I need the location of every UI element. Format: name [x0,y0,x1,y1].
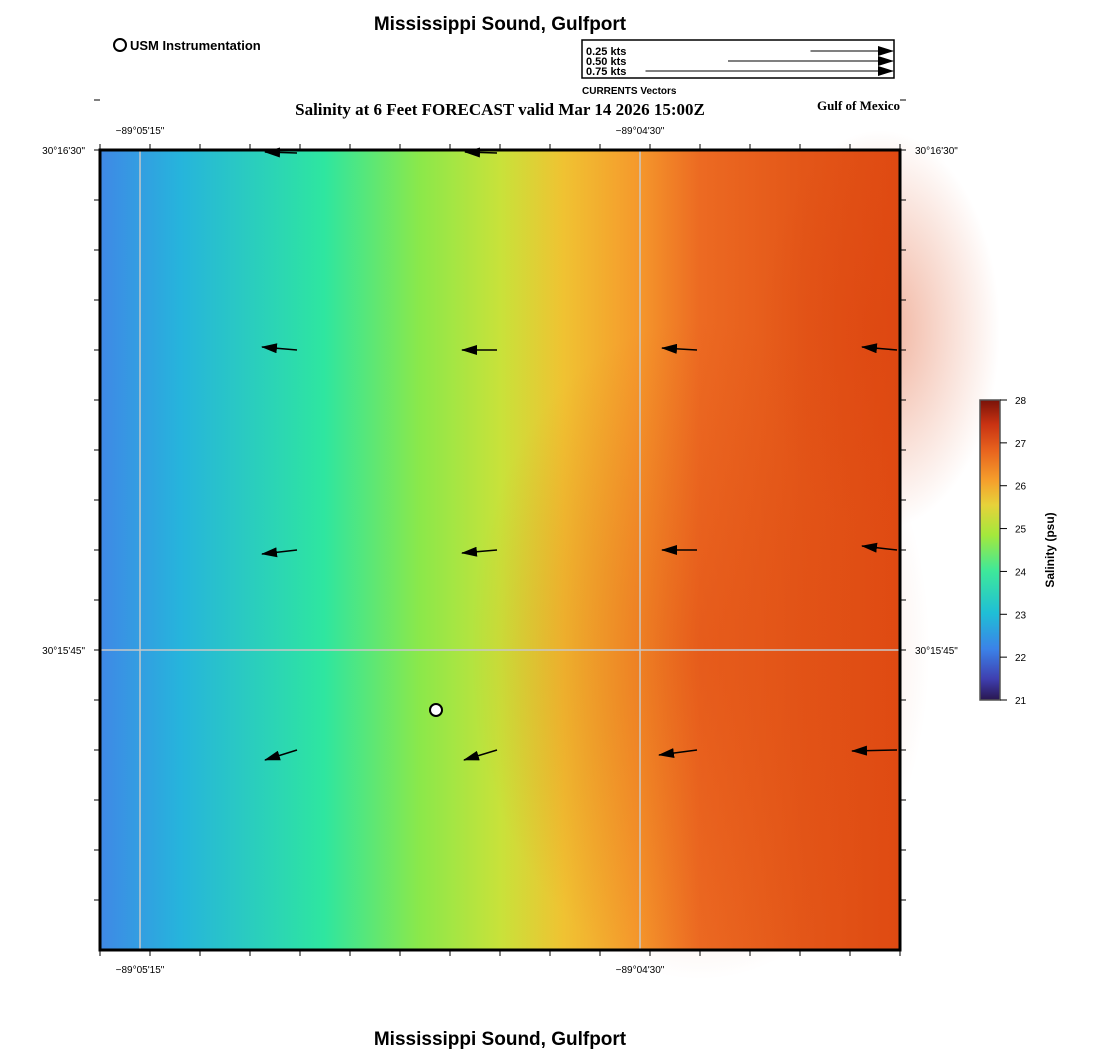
salinity-hotspot-upper [760,130,1000,530]
colorbar-tick-label: 24 [1015,567,1027,578]
bottom-tick-label-2: −89°04'30" [616,965,665,976]
left-tick-label-2: 30°15'45" [42,646,85,657]
current-vector-arrow-edge [464,147,498,158]
colorbar-tick-label: 25 [1015,525,1027,536]
current-vector-arrow [861,343,898,354]
colorbar: 28 27 26 25 24 23 22 21 Salinity (psu) [979,396,1057,707]
map-subtitle: Salinity at 6 Feet FORECAST valid Mar 14… [295,100,705,119]
colorbar-label: Salinity (psu) [1043,512,1057,587]
station-legend-label: USM Instrumentation [130,38,261,53]
current-vector-arrow-edge [264,147,298,158]
current-vector-arrow [463,749,498,761]
colorbar-tick-label: 21 [1015,696,1027,707]
page-title: Mississippi Sound, Gulfport [374,14,627,35]
vector-legend-box [581,39,895,79]
current-vector-arrow [264,749,298,761]
vector-legend-caption: CURRENTS Vectors [582,86,677,97]
bottom-tick-label-1: −89°05'15" [116,965,165,976]
vector-legend-entry-label: 0.25 kts [586,46,626,58]
current-vector-arrow [851,745,898,756]
current-vector-arrow [658,748,698,759]
station-legend-marker-icon [113,38,127,52]
current-vector-arrow [661,343,698,354]
colorbar-ramp [979,399,1001,701]
current-vector-arrow [261,343,298,354]
colorbar-tick-label: 22 [1015,653,1027,664]
vector-legend-entry-label: 0.75 kts [586,66,626,78]
right-tick-label-1: 30°16'30" [915,146,958,157]
current-vectors [261,147,898,761]
footer-title: Mississippi Sound, Gulfport [374,1029,627,1050]
graticule [100,150,900,950]
colorbar-tick-label: 23 [1015,610,1027,621]
station-legend: USM Instrumentation [113,38,261,53]
right-tick-label-2: 30°15'45" [915,646,958,657]
current-vector-arrow [261,547,298,558]
current-vector-arrow [861,542,898,553]
current-vector-arrow [461,546,498,557]
colorbar-tick-label: 27 [1015,439,1027,450]
colorbar-tick-label: 28 [1015,396,1027,407]
top-tick-label-1: −89°05'15" [116,126,165,137]
station-marker[interactable] [429,703,443,717]
region-label: Gulf of Mexico [817,98,900,113]
map-panel [94,99,1000,980]
colorbar-tick-label: 26 [1015,482,1027,493]
top-tick-label-2: −89°04'30" [616,126,665,137]
left-tick-label-1: 30°16'30" [42,146,85,157]
vector-legend-entry-label: 0.50 kts [586,56,626,68]
map-frame [98,148,902,952]
